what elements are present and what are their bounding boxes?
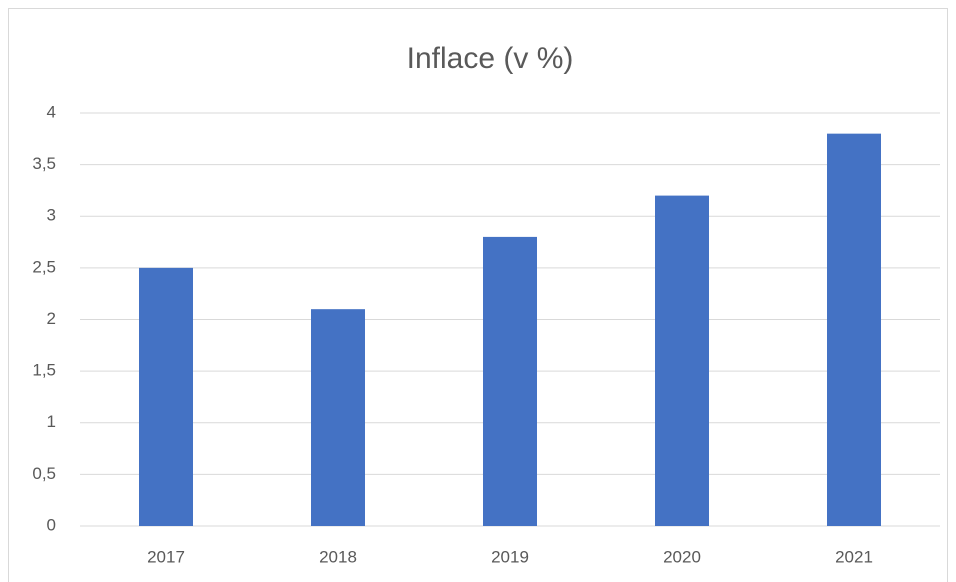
bar <box>311 309 365 526</box>
y-tick-label: 2,5 <box>32 257 56 276</box>
bar <box>483 236 537 526</box>
y-tick-label: 3 <box>47 206 56 225</box>
bar <box>827 133 881 526</box>
y-tick-label: 3,5 <box>32 154 56 173</box>
x-tick-label: 2017 <box>147 547 185 566</box>
bar <box>139 267 193 526</box>
x-tick-label: 2019 <box>491 547 529 566</box>
x-tick-label: 2021 <box>835 547 873 566</box>
y-tick-label: 2 <box>47 309 56 328</box>
y-tick-label: 1,5 <box>32 361 56 380</box>
bar <box>655 195 709 526</box>
y-tick-label: 0,5 <box>32 464 56 483</box>
y-tick-label: 0 <box>47 515 56 534</box>
chart-title: Inflace (v %) <box>407 42 574 75</box>
x-tick-label: 2020 <box>663 547 701 566</box>
x-tick-label: 2018 <box>319 547 357 566</box>
y-tick-label: 4 <box>47 102 56 121</box>
y-tick-label: 1 <box>47 412 56 431</box>
